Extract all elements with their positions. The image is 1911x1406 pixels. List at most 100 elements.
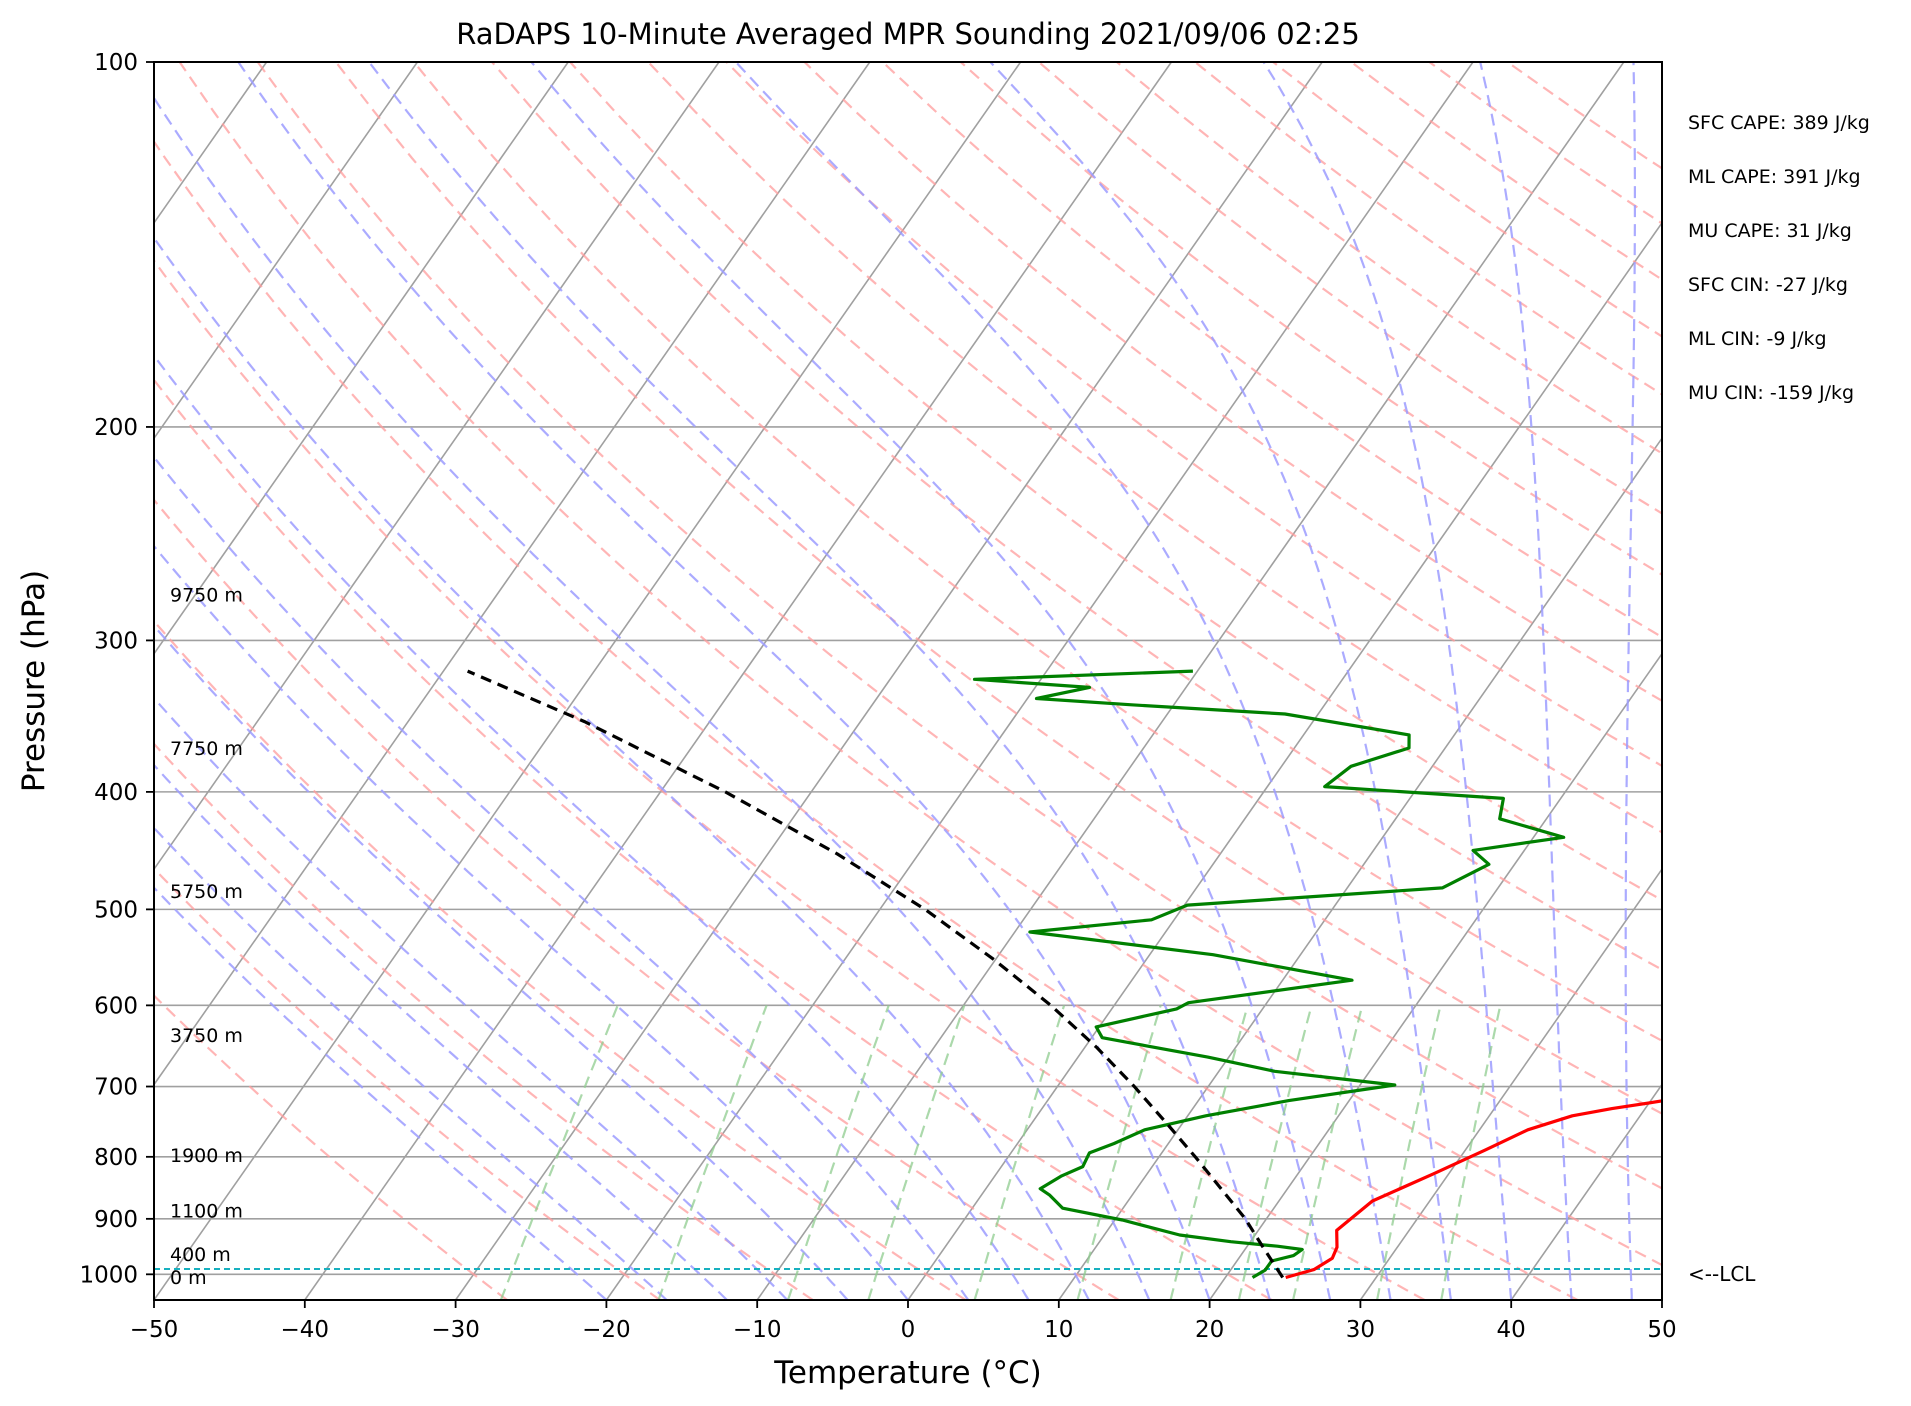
chart-title: RaDAPS 10-Minute Averaged MPR Sounding 2… [456,17,1360,51]
dry-adiabat-line [1038,62,1662,515]
height-label: 5750 m [170,881,243,903]
dry-adiabat-line [154,619,967,1300]
moist-adiabat-line [1262,62,1513,1300]
isotherm-line [454,62,1323,1300]
y-axis: 100 200 300 400 500 600 700 800 900 1000 [79,50,154,1288]
y-tick-label: 400 [94,780,138,806]
mixing-ratio-line [1292,1005,1364,1300]
height-label: 3750 m [170,1025,243,1047]
x-tick-label: −30 [431,1317,480,1343]
moist-adiabat-line [154,886,608,1300]
y-tick-label: 600 [94,993,138,1019]
mixing-ratio-line [1376,1005,1442,1300]
height-label: 0 m [170,1267,207,1289]
dry-adiabat-line [154,258,1426,1300]
x-tick-label: 20 [1195,1317,1224,1343]
dry-adiabat-line [413,62,1662,1043]
y-axis-label: Pressure (hPa) [16,570,52,792]
isotherm-line [154,62,720,871]
mixing-ratio-line [1440,1005,1502,1300]
isotherm-line [1661,1298,1662,1300]
moist-adiabat-line [154,544,909,1300]
y-tick-label: 800 [94,1145,138,1171]
isotherm-line [304,62,1173,1300]
mixing-ratio-line [657,1005,768,1300]
dry-adiabat-line [154,498,1120,1300]
stability-indices: SFC CAPE: 389 J/kg ML CAPE: 391 J/kg MU CA… [1688,112,1870,404]
index-label: ML CIN: -9 J/kg [1688,328,1827,350]
mixing-ratio-line [1076,1005,1162,1300]
series-layer [466,669,1662,1280]
mixing-ratio-line [1237,1005,1313,1300]
background-lines [154,62,1662,1300]
y-tick-label: 700 [94,1075,138,1101]
moist-adiabat-line [989,62,1452,1300]
moist-adiabat-line [154,96,1151,1300]
isotherm-line [154,62,871,1086]
isotherm-line [154,62,569,656]
x-axis: −50 −40 −30 −20 −10 0 10 20 30 40 50 [130,1300,1677,1343]
x-tick-label: −50 [130,1317,179,1343]
x-tick-label: −20 [582,1317,631,1343]
dry-adiabat-line [647,62,1662,834]
moist-adiabat-line [1479,62,1573,1300]
isotherm-line [756,62,1625,1300]
dry-adiabat-line [1272,62,1662,338]
x-tick-label: 30 [1346,1317,1375,1343]
y-tick-label: 100 [94,50,138,76]
moist-adiabat-line [1624,62,1636,1300]
x-tick-label: 50 [1647,1317,1676,1343]
moist-adiabat-line [530,62,1332,1300]
y-tick-label: 500 [94,897,138,923]
moist-adiabat-line [368,62,1271,1300]
height-label: 7750 m [170,738,243,760]
index-label: MU CIN: -159 J/kg [1688,382,1854,404]
dry-adiabat-line [1350,62,1662,281]
dry-adiabat-line [154,867,661,1300]
isotherm-line [1359,867,1662,1300]
dry-adiabat-line [803,62,1662,703]
x-tick-label: −10 [733,1317,782,1343]
isotherm-line [605,62,1474,1300]
index-label: SFC CAPE: 389 J/kg [1688,112,1870,134]
x-tick-label: 10 [1044,1317,1073,1343]
index-label: MU CAPE: 31 J/kg [1688,220,1852,242]
height-label: 1900 m [170,1145,243,1167]
moist-adiabat-line [154,763,728,1300]
x-tick-label: −40 [281,1317,330,1343]
y-tick-label: 200 [94,415,138,441]
moist-adiabat-line [154,624,849,1300]
dry-adiabat-line [725,62,1662,768]
x-tick-label: 40 [1497,1317,1526,1343]
moist-adiabat-line [154,826,668,1300]
dewpoint-profile-line [972,669,1566,1279]
moist-adiabat-line [237,62,1211,1300]
x-tick-label: 0 [901,1317,916,1343]
parcel-profile-line [466,669,1285,1279]
isotherm-line [1510,1083,1662,1300]
x-axis-label: Temperature (°C) [773,1355,1042,1391]
moist-adiabat-line [734,62,1392,1300]
dry-adiabat-line [334,62,1662,1115]
isotherm-line [154,62,419,440]
dry-adiabat-line [491,62,1662,971]
isotherm-line [1058,436,1662,1300]
index-label: SFC CIN: -27 J/kg [1688,274,1848,296]
dry-adiabat-line [1194,62,1662,396]
isotherm-line [154,62,1022,1300]
dry-adiabat-line [569,62,1662,902]
moist-adiabat-line [154,696,789,1300]
isotherm-line [907,221,1662,1300]
dry-adiabat-line [959,62,1662,576]
moist-adiabat-line [154,353,1030,1300]
dry-adiabat-line [154,994,508,1300]
temperature-profile-line [1285,1099,1662,1280]
dry-adiabat-line [154,139,1579,1300]
mixing-ratio-line [1169,1005,1249,1300]
lcl-label: <--LCL [1688,1262,1756,1286]
dry-adiabat-line [154,742,814,1300]
moist-adiabat-line [154,236,1090,1300]
dry-adiabat-line [1506,62,1662,170]
